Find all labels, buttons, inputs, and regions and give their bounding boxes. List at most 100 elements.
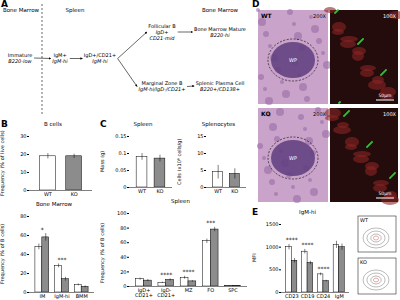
svg-text:IgM-hi/IgD-/CD21+: IgM-hi/IgD-/CD21+ bbox=[139, 86, 186, 93]
svg-text:20: 20 bbox=[120, 269, 126, 275]
svg-text:0: 0 bbox=[23, 289, 26, 295]
svg-text:WT: WT bbox=[138, 188, 147, 194]
svg-text:100X: 100X bbox=[383, 13, 397, 19]
svg-text:MZ: MZ bbox=[185, 287, 193, 293]
svg-text:IgM+: IgM+ bbox=[53, 52, 67, 58]
html-text:B: B bbox=[1, 119, 8, 129]
svg-text:50µm: 50µm bbox=[379, 93, 392, 98]
html-text:Frequency (% of live cells): Frequency (% of live cells) bbox=[0, 130, 5, 196]
svg-text:WT: WT bbox=[360, 217, 369, 223]
svg-text:15: 15 bbox=[197, 133, 203, 139]
html-text:IgM-hi: IgM-hi bbox=[299, 209, 316, 215]
svg-text:IgM-hi: IgM-hi bbox=[54, 293, 69, 300]
svg-text:CD19: CD19 bbox=[301, 293, 315, 299]
svg-text:Bone Marrow: Bone Marrow bbox=[3, 7, 40, 13]
svg-text:CD23: CD23 bbox=[285, 293, 299, 299]
html-text:D: D bbox=[252, 0, 260, 9]
svg-text:IgM-hi: IgM-hi bbox=[92, 58, 108, 65]
svg-text:WT: WT bbox=[214, 188, 223, 194]
svg-text:****: **** bbox=[160, 271, 172, 278]
svg-text:****: **** bbox=[317, 265, 329, 272]
svg-text:5: 5 bbox=[200, 167, 203, 173]
svg-text:IgD+: IgD+ bbox=[155, 29, 169, 35]
svg-text:Follicular B: Follicular B bbox=[148, 23, 176, 29]
svg-text:IgD+/CD21+: IgD+/CD21+ bbox=[83, 52, 117, 58]
svg-text:0: 0 bbox=[23, 187, 26, 193]
svg-text:1000: 1000 bbox=[266, 244, 279, 250]
svg-text:IgD-CD21+: IgD-CD21+ bbox=[157, 287, 175, 298]
svg-text:0.05: 0.05 bbox=[115, 167, 126, 173]
svg-text:Bone Marrow: Bone Marrow bbox=[202, 7, 239, 13]
html-text:Bone Marrow: Bone Marrow bbox=[36, 201, 72, 207]
svg-text:10: 10 bbox=[20, 169, 26, 175]
html-text:Frequency (% of B cells): Frequency (% of B cells) bbox=[0, 223, 5, 285]
svg-text:B220-hi: B220-hi bbox=[210, 32, 230, 38]
svg-text:KO: KO bbox=[231, 188, 238, 194]
svg-text:0.15: 0.15 bbox=[115, 133, 126, 139]
svg-text:10: 10 bbox=[197, 150, 203, 156]
svg-text:B220-low: B220-low bbox=[8, 58, 32, 64]
html-text:Splenocytes: Splenocytes bbox=[201, 121, 236, 127]
svg-text:80: 80 bbox=[20, 213, 26, 219]
svg-text:KO: KO bbox=[261, 110, 270, 117]
svg-text:200X: 200X bbox=[313, 13, 327, 19]
html-text:MFI: MFI bbox=[251, 253, 257, 263]
svg-text:1500: 1500 bbox=[266, 221, 279, 227]
html-text:Mass (g): Mass (g) bbox=[99, 150, 105, 173]
svg-text:60: 60 bbox=[120, 239, 126, 245]
svg-text:60: 60 bbox=[20, 232, 26, 238]
svg-text:0.1: 0.1 bbox=[119, 150, 127, 156]
svg-text:40: 40 bbox=[20, 251, 26, 257]
svg-text:50µm: 50µm bbox=[379, 191, 392, 196]
svg-text:B220+/CD138+: B220+/CD138+ bbox=[200, 86, 240, 92]
svg-text:BMM: BMM bbox=[76, 293, 88, 299]
svg-text:80: 80 bbox=[120, 225, 126, 231]
svg-text:Immature: Immature bbox=[7, 52, 33, 58]
svg-text:Marginal Zone B: Marginal Zone B bbox=[141, 80, 183, 86]
svg-text:****: **** bbox=[286, 236, 298, 243]
svg-text:CD21-mid: CD21-mid bbox=[150, 35, 176, 41]
svg-text:0: 0 bbox=[275, 289, 278, 295]
svg-text:0: 0 bbox=[200, 184, 203, 190]
svg-text:*: * bbox=[41, 226, 44, 233]
svg-text:WP: WP bbox=[289, 155, 297, 161]
svg-text:WT: WT bbox=[44, 191, 53, 197]
svg-text:Spleen: Spleen bbox=[66, 7, 85, 14]
svg-text:0: 0 bbox=[123, 283, 126, 289]
html-text:Frequency (% of B cells): Frequency (% of B cells) bbox=[99, 222, 105, 283]
svg-text:Bone Marrow Mature: Bone Marrow Mature bbox=[194, 26, 246, 32]
svg-text:CD24: CD24 bbox=[317, 293, 331, 299]
svg-text:500: 500 bbox=[269, 266, 279, 272]
svg-text:20: 20 bbox=[20, 151, 26, 157]
html-text:E: E bbox=[252, 207, 259, 217]
svg-text:WT: WT bbox=[261, 12, 273, 19]
html-text:C: C bbox=[100, 119, 107, 129]
svg-text:IgM-hi: IgM-hi bbox=[52, 58, 68, 65]
svg-text:40: 40 bbox=[120, 254, 126, 260]
svg-text:20: 20 bbox=[20, 270, 26, 276]
html-text:Spleen: Spleen bbox=[133, 121, 153, 127]
svg-text:100: 100 bbox=[117, 210, 127, 216]
svg-text:SPC: SPC bbox=[228, 287, 238, 293]
svg-text:30: 30 bbox=[20, 133, 26, 139]
html-text:Spleen: Spleen bbox=[171, 198, 190, 204]
svg-text:****: **** bbox=[183, 268, 195, 275]
svg-text:Splenic Plasma Cell: Splenic Plasma Cell bbox=[195, 80, 245, 86]
svg-text:IgM: IgM bbox=[335, 293, 344, 300]
svg-text:KO: KO bbox=[360, 259, 367, 265]
svg-text:200X: 200X bbox=[313, 111, 327, 117]
svg-text:IM: IM bbox=[39, 293, 45, 299]
svg-text:WP: WP bbox=[289, 57, 297, 63]
html-text:A: A bbox=[1, 0, 8, 9]
svg-text:IgD+CD21+: IgD+CD21+ bbox=[135, 287, 153, 298]
html-text:Cells (x10⁸ cells/g): Cells (x10⁸ cells/g) bbox=[176, 138, 182, 185]
html-text:B cells: B cells bbox=[44, 121, 62, 127]
svg-text:FO: FO bbox=[207, 287, 214, 293]
svg-text:0: 0 bbox=[123, 184, 126, 190]
svg-text:KO: KO bbox=[71, 191, 78, 197]
svg-text:***: *** bbox=[58, 256, 67, 263]
svg-text:***: *** bbox=[206, 219, 215, 226]
svg-text:****: **** bbox=[302, 241, 314, 248]
svg-text:100X: 100X bbox=[383, 111, 397, 117]
svg-text:KO: KO bbox=[156, 188, 163, 194]
